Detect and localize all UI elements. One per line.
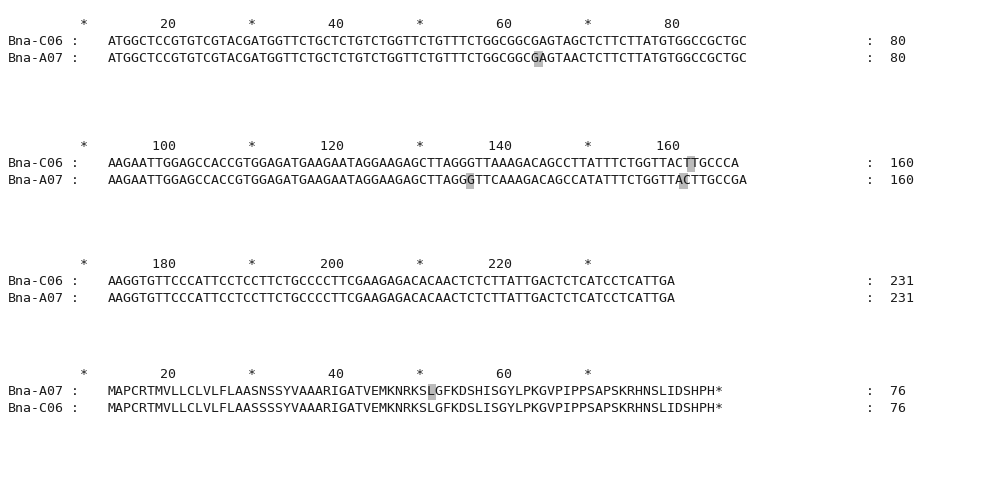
Bar xyxy=(428,384,436,400)
Text: :: : xyxy=(63,292,95,305)
Text: *        100         *        120         *        140         *        160: * 100 * 120 * 140 * 160 xyxy=(8,140,680,153)
Text: Bna-C06: Bna-C06 xyxy=(8,157,64,170)
Text: MAPCRTMVLLCLVLFLAASNSSYVAAARIGATVEMKNRKSLGFKDSHISGYLPKGVPIPPSAPSKRHNSLIDSHPH*: MAPCRTMVLLCLVLFLAASNSSYVAAARIGATVEMKNRKS… xyxy=(108,385,724,398)
Text: *         20         *         40         *         60         *         80: * 20 * 40 * 60 * 80 xyxy=(8,18,680,31)
Text: ATGGCTCCGTGTCGTACGATGGTTCTGCTCTGTCTGGTTCTGTTTCTGGCGGCGAGTAGCTCTTCTTATGTGGCCGCTGC: ATGGCTCCGTGTCGTACGATGGTTCTGCTCTGTCTGGTTC… xyxy=(108,35,748,48)
Text: :  76: : 76 xyxy=(858,385,906,398)
Bar xyxy=(679,173,688,189)
Text: Bna-C06: Bna-C06 xyxy=(8,35,64,48)
Text: :  80: : 80 xyxy=(858,35,906,48)
Text: AAGGTGTTCCCATTCCTCCTTCTGCCCCTTCGAAGAGACACAACTCTCTTATTGACTCTCATCCTCATTGA: AAGGTGTTCCCATTCCTCCTTCTGCCCCTTCGAAGAGACA… xyxy=(108,292,676,305)
Text: :  80: : 80 xyxy=(858,52,906,65)
Text: Bna-A07: Bna-A07 xyxy=(8,385,64,398)
Text: :  160: : 160 xyxy=(858,174,914,187)
Text: :: : xyxy=(63,174,95,187)
Text: Bna-A07: Bna-A07 xyxy=(8,292,64,305)
Bar xyxy=(534,51,543,67)
Text: *        180         *        200         *        220         *: * 180 * 200 * 220 * xyxy=(8,258,592,271)
Text: :: : xyxy=(63,402,95,415)
Text: :: : xyxy=(63,385,95,398)
Text: Bna-C06: Bna-C06 xyxy=(8,402,64,415)
Text: Bna-C06: Bna-C06 xyxy=(8,275,64,288)
Text: :  160: : 160 xyxy=(858,157,914,170)
Text: AAGAATTGGAGCCACCGTGGAGATGAAGAATAGGAAGAGCTTAGGGTTAAAGACAGCCTTATTTCTGGTTACTTGCCCA: AAGAATTGGAGCCACCGTGGAGATGAAGAATAGGAAGAGC… xyxy=(108,157,740,170)
Text: :: : xyxy=(63,52,95,65)
Bar xyxy=(466,173,474,189)
Bar xyxy=(687,156,695,172)
Text: :: : xyxy=(63,157,95,170)
Text: Bna-A07: Bna-A07 xyxy=(8,52,64,65)
Text: ATGGCTCCGTGTCGTACGATGGTTCTGCTCTGTCTGGTTCTGTTTCTGGCGGCGAGTAACTCTTCTTATGTGGCCGCTGC: ATGGCTCCGTGTCGTACGATGGTTCTGCTCTGTCTGGTTC… xyxy=(108,52,748,65)
Text: :  76: : 76 xyxy=(858,402,906,415)
Text: AAGGTGTTCCCATTCCTCCTTCTGCCCCTTCGAAGAGACACAACTCTCTTATTGACTCTCATCCTCATTGA: AAGGTGTTCCCATTCCTCCTTCTGCCCCTTCGAAGAGACA… xyxy=(108,275,676,288)
Text: MAPCRTMVLLCLVLFLAASSSSYVAAARIGATVEMKNRKSLGFKDSLISGYLPKGVPIPPSAPSKRHNSLIDSHPH*: MAPCRTMVLLCLVLFLAASSSSYVAAARIGATVEMKNRKS… xyxy=(108,402,724,415)
Text: Bna-A07: Bna-A07 xyxy=(8,174,64,187)
Text: :  231: : 231 xyxy=(858,292,914,305)
Text: :: : xyxy=(63,275,95,288)
Text: :  231: : 231 xyxy=(858,275,914,288)
Text: *         20         *         40         *         60         *: * 20 * 40 * 60 * xyxy=(8,368,592,381)
Text: AAGAATTGGAGCCACCGTGGAGATGAAGAATAGGAAGAGCTTAGGGTTCAAAGACAGCCATATTTCTGGTTACTTGCCGA: AAGAATTGGAGCCACCGTGGAGATGAAGAATAGGAAGAGC… xyxy=(108,174,748,187)
Text: :: : xyxy=(63,35,95,48)
